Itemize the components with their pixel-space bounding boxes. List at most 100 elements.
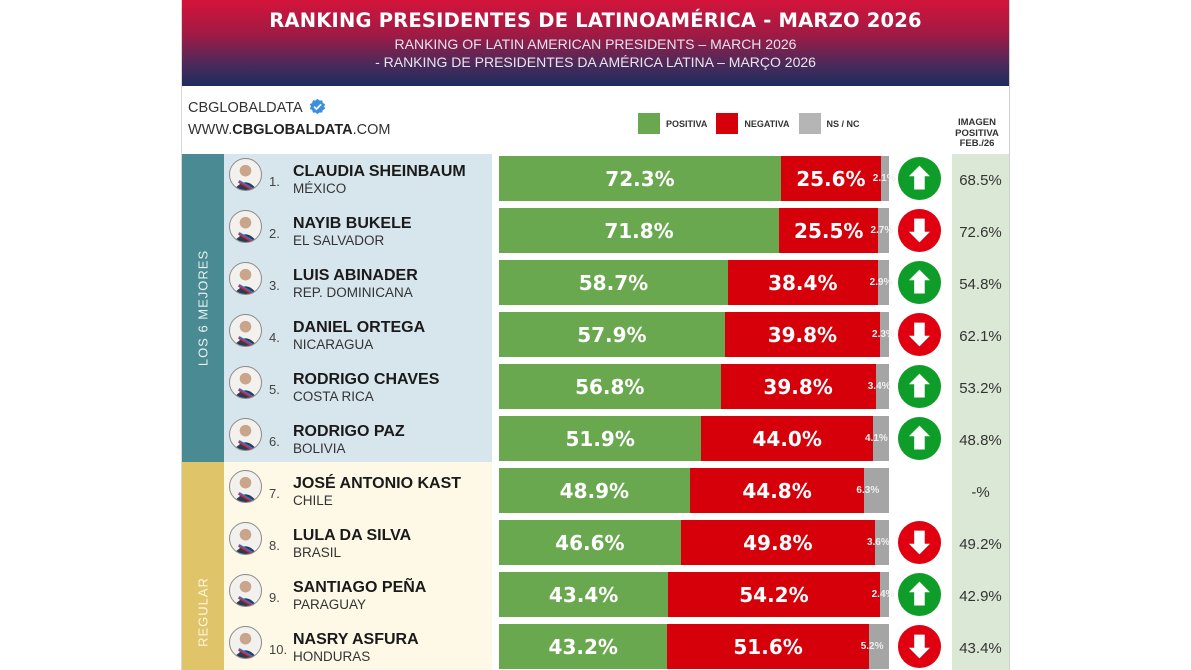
table-row: 2. NAYIB BUKELE EL SALVADOR 71.8% 25.5% 2.7% 7… [224, 206, 1009, 259]
avatar [229, 262, 262, 295]
bar-label-negative: 39.8% [767, 322, 838, 347]
rank-number: 3. [269, 278, 280, 293]
bar-segment-negative: 54.2% [668, 572, 880, 617]
bar-segment-positive: 57.9% [499, 312, 725, 357]
country-name: CHILE [293, 493, 333, 508]
trend-down-arrow-icon [897, 624, 942, 669]
bar-label-positive: 48.9% [559, 478, 630, 503]
trend-up-arrow-icon [897, 156, 942, 201]
bar-segment-negative: 25.5% [779, 208, 879, 253]
chart-legend: POSITIVA NEGATIVA NS / NC [638, 113, 869, 134]
bar-segment-ns: 2.7% [870, 208, 893, 253]
bar-label-negative: 49.8% [743, 530, 813, 555]
feb-positive-value: 49.2% [952, 518, 1009, 571]
rank-number: 10. [269, 642, 288, 657]
bar-segment-positive: 43.2% [499, 624, 668, 669]
country-name: COSTA RICA [293, 389, 374, 404]
bar-label-ns: 2.4% [871, 589, 895, 600]
bar-label-negative: 39.8% [763, 374, 833, 399]
bar-label-negative: 25.5% [794, 218, 864, 243]
verified-badge-icon [309, 98, 326, 115]
bar-label-positive: 51.9% [565, 426, 635, 451]
rank-number: 9. [269, 590, 280, 605]
avatar [229, 158, 262, 191]
trend-up-arrow-icon [897, 416, 942, 461]
table-row: 6. RODRIGO PAZ BOLIVIA 51.9% 44.0% 4.1% 48.8% [224, 414, 1009, 467]
bar-label-negative: 54.2% [739, 582, 809, 607]
president-name: LULA DA SILVA [293, 527, 412, 544]
avatar [229, 314, 262, 347]
bar-segment-ns: 2.3% [872, 312, 895, 357]
panel-regular [224, 462, 492, 670]
bar-label-positive: 57.9% [577, 322, 647, 347]
bar-label-ns: 2.9% [869, 277, 893, 288]
president-name: RODRIGO CHAVES [293, 371, 440, 388]
country-name: NICARAGUA [293, 337, 374, 352]
bar-label-ns: 6.3% [856, 485, 880, 496]
president-name: RODRIGO PAZ [293, 423, 405, 440]
bar-segment-negative: 44.0% [701, 416, 873, 461]
feb-positive-value: 42.9% [952, 570, 1009, 623]
president-name: JOSÉ ANTONIO KAST [293, 475, 462, 492]
avatar [229, 210, 262, 243]
chart-subtitle-en: RANKING OF LATIN AMERICAN PRESIDENTS – M… [394, 36, 797, 52]
rank-number: 4. [269, 330, 280, 345]
bar-segment-positive: 58.7% [499, 260, 728, 305]
country-name: PARAGUAY [293, 597, 367, 612]
legend-label-negative: NEGATIVA [744, 118, 790, 129]
table-row: 8. LULA DA SILVA BRASIL 46.6% 49.8% 3.6% 49.2% [224, 518, 1009, 571]
bar-label-ns: 2.1% [872, 173, 896, 184]
rank-number: 8. [269, 538, 280, 553]
bar-label-ns: 3.6% [866, 537, 890, 548]
table-row: 7. JOSÉ ANTONIO KAST CHILE 48.9% 44.8% 6.3% -% [224, 466, 1009, 519]
avatar [229, 522, 262, 555]
approval-bar: 43.4% 54.2% 2.4% [499, 572, 894, 617]
bar-label-ns: 4.1% [865, 433, 888, 444]
table-row: 5. RODRIGO CHAVES COSTA RICA 56.8% 39.8% 3.4%… [224, 362, 1009, 415]
table-row: 1. CLAUDIA SHEINBAUM MÉXICO 72.3% 25.6% 2.1% 6… [224, 154, 1009, 207]
bar-segment-positive: 51.9% [499, 416, 702, 461]
bar-label-positive: 56.8% [575, 374, 645, 399]
country-name: HONDURAS [293, 649, 371, 664]
bar-label-ns: 2.3% [872, 329, 895, 340]
bar-label-positive: 43.2% [548, 634, 618, 659]
bar-label-negative: 44.0% [752, 426, 822, 451]
president-name: DANIEL ORTEGA [293, 319, 426, 336]
bar-segment-negative: 44.8% [689, 468, 865, 513]
avatar [229, 470, 262, 503]
avatar [229, 574, 262, 607]
group-regular: REGULAR [182, 462, 224, 670]
bar-segment-positive: 71.8% [499, 208, 780, 253]
avatar [229, 366, 262, 399]
bar-segment-positive: 72.3% [499, 156, 781, 201]
approval-bar: 72.3% 25.6% 2.1% [499, 156, 896, 201]
feb-positive-value: 43.4% [952, 622, 1009, 670]
president-name: NAYIB BUKELE [293, 215, 412, 232]
group-label-regular: REGULAR [195, 576, 211, 647]
approval-bar: 46.6% 49.8% 3.6% [499, 520, 890, 565]
feb-positive-value: 68.5% [952, 154, 1009, 207]
feb-column-header: IMAGEN POSITIVA FEB./26 [955, 117, 999, 149]
brand-url: WWW.CBGLOBALDATA.COM [188, 122, 391, 138]
bar-label-negative: 44.8% [742, 478, 812, 503]
bar-label-positive: 46.6% [555, 530, 625, 555]
country-name: EL SALVADOR [293, 233, 385, 248]
rank-number: 2. [269, 226, 280, 241]
chart-subtitle-pt: - RANKING DE PRESIDENTES DA AMÉRICA LATI… [375, 54, 816, 70]
bar-label-negative: 38.4% [768, 270, 838, 295]
rank-number: 5. [269, 382, 280, 397]
rank-number: 1. [269, 174, 280, 189]
feb-positive-value: 72.6% [952, 206, 1009, 259]
trend-up-arrow-icon [897, 260, 942, 305]
brand-block: CBGLOBALDATA WWW.CBGLOBALDATA.COM [188, 97, 390, 141]
feb-positive-value: 48.8% [952, 414, 1009, 467]
country-name: BOLIVIA [293, 441, 346, 456]
legend-swatch-negative [716, 113, 739, 134]
approval-bar: 51.9% 44.0% 4.1% [499, 416, 889, 461]
trend-down-arrow-icon [897, 520, 942, 565]
bar-segment-ns: 3.4% [868, 364, 891, 409]
bar-segment-ns: 2.1% [873, 156, 896, 201]
trend-down-arrow-icon [897, 208, 942, 253]
bar-segment-ns: 6.3% [856, 468, 889, 513]
bar-segment-negative: 39.8% [720, 364, 876, 409]
